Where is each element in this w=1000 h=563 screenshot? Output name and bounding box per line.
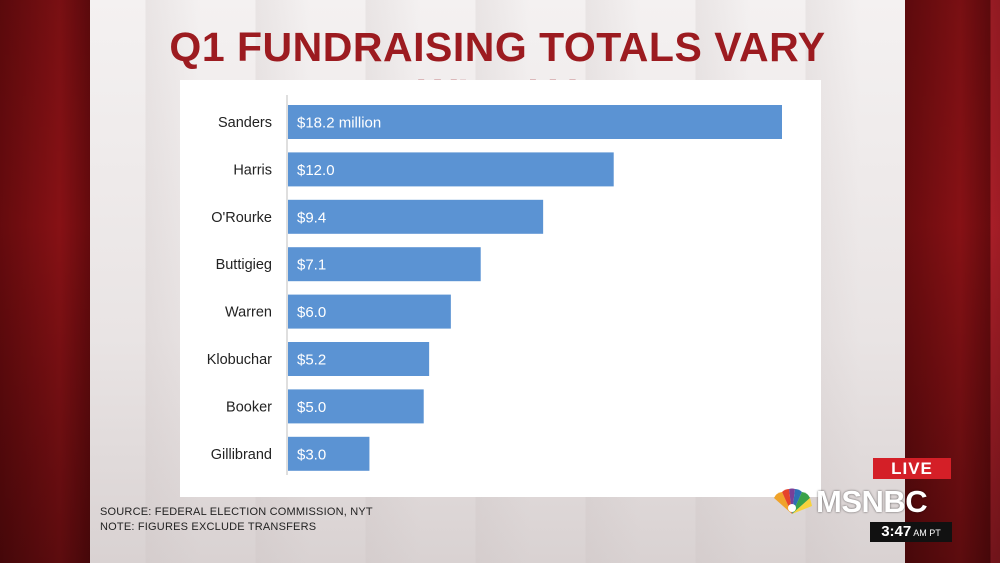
- bar-booker: [288, 389, 424, 424]
- value-label: $3.0: [297, 446, 326, 463]
- category-label: Booker: [226, 399, 272, 415]
- bar-chart: Sanders $18.2 million Harris $12.0 O'Rourke $…: [180, 80, 821, 497]
- msnbc-logo: MSNBC: [770, 484, 960, 519]
- category-label: Klobuchar: [207, 352, 272, 368]
- bar-klobuchar: [288, 342, 430, 376]
- bar-buttigieg: [288, 247, 481, 282]
- value-label: $9.4: [297, 209, 326, 226]
- value-label: $5.2: [297, 352, 326, 369]
- category-label: O'Rourke: [211, 210, 272, 226]
- clock-ampm: AM PT: [913, 528, 941, 538]
- bar-warren: [288, 294, 451, 329]
- clock-time: 3:47: [881, 523, 912, 540]
- bar-harris: [288, 152, 614, 187]
- peacock-icon: [774, 488, 812, 514]
- bar-orourke: [288, 199, 544, 234]
- logo-text: MSNBC: [816, 484, 928, 519]
- live-badge: LIVE: [873, 458, 951, 479]
- value-label: $7.1: [297, 257, 326, 274]
- category-label: Gillibrand: [211, 447, 272, 463]
- source-note: SOURCE: FEDERAL ELECTION COMMISSION, NYT: [100, 506, 373, 518]
- value-label: $5.0: [297, 399, 326, 416]
- category-label: Warren: [225, 305, 272, 321]
- bar-gillibrand: [288, 436, 370, 471]
- value-label: $6.0: [297, 304, 326, 321]
- bar-sanders: [288, 105, 782, 139]
- clock: 3:47 AM PT: [870, 522, 952, 542]
- transfers-note: NOTE: FIGURES EXCLUDE TRANSFERS: [100, 521, 317, 533]
- category-label: Sanders: [218, 115, 272, 131]
- value-label: $18.2 million: [297, 115, 381, 132]
- category-label: Harris: [233, 162, 272, 178]
- bar-chart-svg: Sanders $18.2 million Harris $12.0 O'Rourke $…: [207, 95, 782, 475]
- category-label: Buttigieg: [216, 257, 272, 273]
- footnotes: SOURCE: FEDERAL ELECTION COMMISSION, NYT…: [100, 505, 373, 535]
- value-label: $12.0: [297, 162, 335, 179]
